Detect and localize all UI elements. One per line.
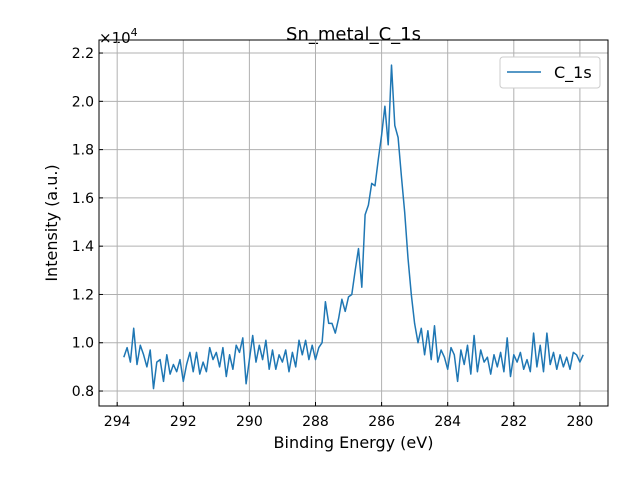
x-tick-label: 292 [170, 414, 197, 430]
x-tick-label: 294 [104, 414, 131, 430]
x-tick-label: 284 [434, 414, 461, 430]
y-tick-label: 1.0 [72, 336, 94, 352]
y-tick-label: 0.8 [72, 384, 94, 400]
y-tick-label: 1.4 [72, 239, 94, 255]
y-tick-label: 1.6 [72, 191, 94, 207]
x-tick-label: 282 [500, 414, 527, 430]
chart-title: Sn_metal_C_1s [286, 24, 421, 45]
y-tick-label: 1.8 [72, 143, 94, 159]
x-tick-label: 280 [567, 414, 594, 430]
legend-label: C_1s [554, 63, 592, 83]
y-tick-label: 2.0 [72, 94, 94, 110]
x-tick-label: 288 [302, 414, 329, 430]
y-tick-label: 1.2 [72, 287, 94, 303]
series-line-c-1s [123, 64, 584, 390]
x-tick-label: 286 [368, 414, 395, 430]
y-multiplier: ×104 [99, 26, 138, 47]
legend: C_1s [499, 56, 601, 89]
plot-frame [98, 39, 609, 407]
x-tick-label: 290 [236, 414, 263, 430]
y-tick-label: 2.2 [72, 46, 94, 62]
x-axis-label: Binding Energy (eV) [274, 433, 434, 452]
y-axis-label: Intensity (a.u.) [42, 164, 61, 281]
